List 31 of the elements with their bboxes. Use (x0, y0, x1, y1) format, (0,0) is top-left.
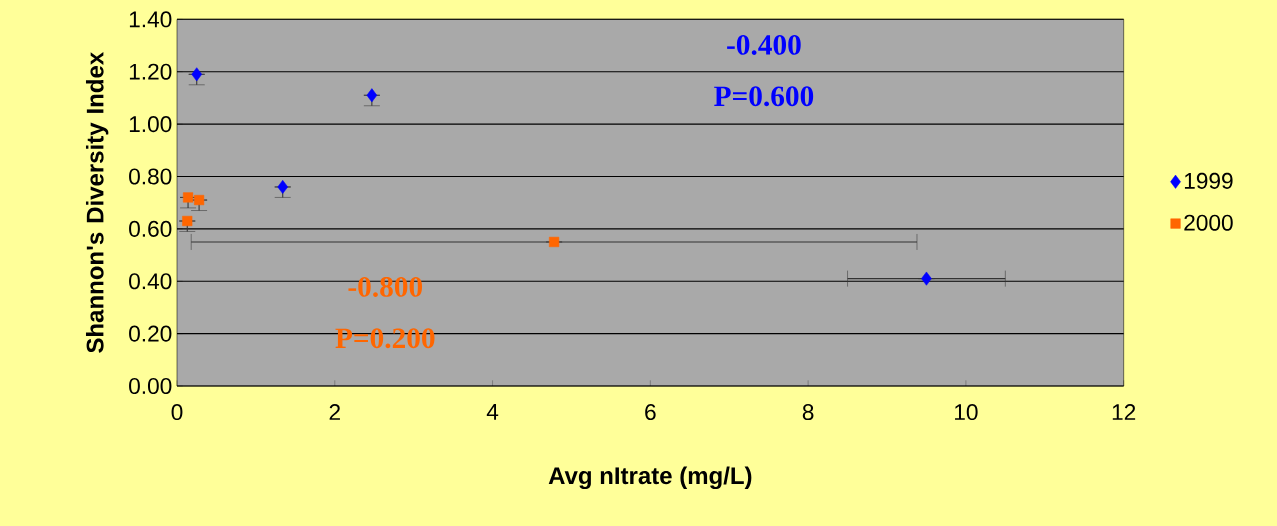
point (277, 180, 288, 194)
annotation: P=0.200 (335, 328, 435, 349)
x-tick-label: 2 (329, 404, 340, 420)
annotation: -0.400 (727, 35, 801, 55)
x-tick-label: 6 (645, 404, 656, 421)
annotation: P=0.600 (714, 86, 814, 107)
x-tick-label: 12 (1112, 404, 1136, 420)
y-tick-label: 0.80 (129, 168, 172, 185)
y-tick-label: 0.20 (129, 325, 172, 342)
point (366, 88, 378, 103)
y-tick-label: 1.20 (129, 63, 172, 80)
legend-label: 2000 (1184, 214, 1233, 231)
y-tick-label: 0.60 (129, 220, 172, 237)
x-tick-label: 4 (486, 404, 499, 420)
annotation: -0.800 (348, 277, 423, 297)
y-tick-label: 1.00 (129, 116, 172, 133)
y-tick-label: 0.40 (129, 273, 172, 290)
x-tick-label: 0 (171, 404, 183, 421)
y-tick-label: 0.00 (129, 377, 172, 395)
legend-label: 1999 (1184, 172, 1233, 189)
x-tick-label: 8 (802, 404, 814, 421)
point (194, 194, 205, 206)
x-axis-title: Avg nItrate (mg/L) (548, 466, 752, 490)
point (549, 236, 560, 248)
y-tick-label: 1.40 (129, 11, 172, 28)
point (182, 192, 194, 203)
point (191, 67, 202, 82)
x-tick-label: 10 (955, 404, 978, 421)
y-axis-title: Shannon's Diversity Index (85, 51, 109, 353)
point (921, 271, 932, 286)
point (182, 215, 193, 227)
